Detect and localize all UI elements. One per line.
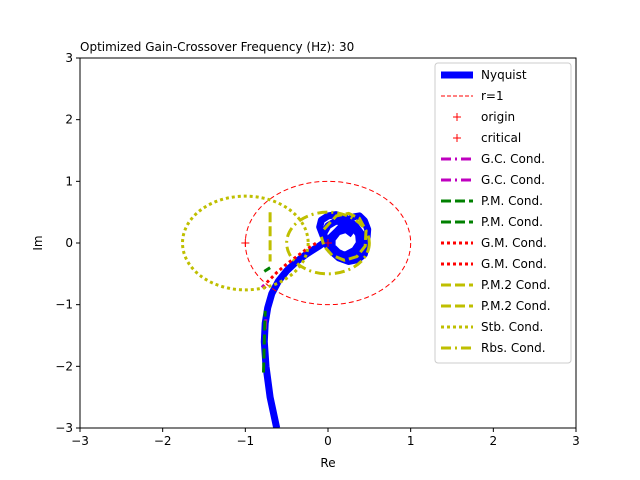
x-tick-label: 3	[572, 434, 580, 448]
axes: −3 −2 −1 0 1 2 3 −3 −2 −1 0 1 2 3	[55, 51, 580, 448]
legend-item: critical	[453, 131, 521, 145]
legend-label: P.M.2 Cond.	[481, 278, 551, 292]
plus-marker	[324, 239, 332, 247]
legend-item: P.M. Cond.	[441, 215, 543, 229]
legend-item: G.C. Cond.	[441, 152, 545, 166]
legend-item: Rbs. Cond.	[441, 341, 546, 355]
legend-label: Stb. Cond.	[481, 320, 543, 334]
legend-label: Nyquist	[481, 68, 527, 82]
x-tick-label: −3	[71, 434, 89, 448]
series-nyquist-0	[260, 211, 372, 428]
x-axis-label: Re	[320, 456, 335, 470]
legend-label: Rbs. Cond.	[481, 341, 546, 355]
x-tick-label: 1	[407, 434, 415, 448]
x-tick-label: 0	[324, 434, 332, 448]
x-tick-label: 2	[490, 434, 498, 448]
y-tick-label: −3	[55, 421, 73, 435]
legend-item: Nyquist	[441, 68, 527, 82]
series-rbs-cond-13	[285, 210, 371, 276]
legend-label: origin	[481, 110, 515, 124]
legend-item: G.M. Cond.	[441, 257, 547, 271]
chart-title: Optimized Gain-Crossover Frequency (Hz):…	[80, 40, 354, 54]
legend-item: G.M. Cond.	[441, 236, 547, 250]
legend-label: critical	[481, 131, 521, 145]
legend-swatch	[453, 134, 461, 142]
legend-box	[434, 62, 572, 364]
y-axis-label: Im	[31, 235, 45, 250]
legend-label: G.M. Cond.	[481, 236, 547, 250]
y-tick-label: −1	[55, 298, 73, 312]
y-tick-label: −2	[55, 359, 73, 373]
y-tick-label: 3	[65, 51, 73, 65]
series-p-m-cond-6	[262, 310, 267, 373]
y-tick-label: 1	[65, 174, 73, 188]
series-stb-cond-12	[181, 194, 310, 292]
series-p-m-2-cond-11	[319, 211, 368, 262]
y-tick-label: 2	[65, 113, 73, 127]
legend-item: P.M. Cond.	[441, 194, 543, 208]
legend-label: P.M.2 Cond.	[481, 299, 551, 313]
y-tick-label: 0	[65, 236, 73, 250]
legend-label: P.M. Cond.	[481, 194, 543, 208]
legend-item: P.M.2 Cond.	[441, 278, 551, 292]
series-origin-2-marker	[324, 239, 332, 247]
plus-marker	[241, 239, 250, 247]
legend-label: G.C. Cond.	[481, 173, 545, 187]
legend-item: P.M.2 Cond.	[441, 299, 551, 313]
legend-item: G.C. Cond.	[441, 173, 545, 187]
legend-swatch	[453, 113, 461, 121]
legend-label: G.C. Cond.	[481, 152, 545, 166]
legend-item: Stb. Cond.	[441, 320, 543, 334]
x-tick-label: −2	[154, 434, 172, 448]
legend-label: P.M. Cond.	[481, 215, 543, 229]
plot-area	[181, 180, 412, 428]
x-tick-label: −1	[236, 434, 254, 448]
legend-item: r=1	[441, 89, 504, 103]
series-g-c-cond-5	[260, 283, 266, 289]
legend-item: origin	[453, 110, 515, 124]
series-critical-3-marker	[241, 239, 250, 247]
legend: Nyquist r=1 origin critical G.C. Cond. G.C. C…	[434, 62, 572, 364]
legend-label: r=1	[481, 89, 504, 103]
series-p-m-cond-7	[263, 266, 271, 273]
legend-label: G.M. Cond.	[481, 257, 547, 271]
